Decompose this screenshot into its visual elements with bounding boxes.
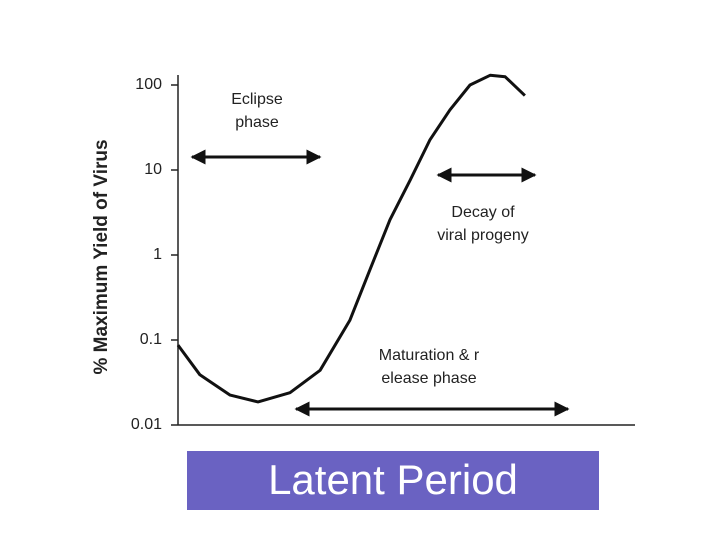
banner-text: Latent Period [268, 456, 518, 503]
y-tick-label: 1 [153, 246, 162, 263]
y-tick-label: 0.1 [140, 331, 162, 348]
annotation: Eclipse phase [231, 91, 283, 131]
annotation-line: Eclipse [231, 91, 283, 108]
y-tick-label: 10 [144, 161, 162, 178]
data-line [176, 73, 526, 404]
annotation-line: elease phase [381, 370, 476, 387]
annotation-line: phase [235, 114, 279, 131]
annotation: Maturation & r elease phase [379, 347, 480, 387]
y-axis-label: % Maximum Yield of Virus [91, 139, 112, 374]
annotation: Decay of viral progeny [437, 204, 529, 244]
banner-box [187, 451, 599, 510]
annotation-line: Decay of [451, 204, 515, 221]
y-tick-label: 100 [135, 76, 162, 93]
y-tick-label: 0.01 [131, 416, 162, 433]
annotation-line: viral progeny [437, 227, 529, 244]
annotation-line: Maturation & r [379, 347, 480, 364]
